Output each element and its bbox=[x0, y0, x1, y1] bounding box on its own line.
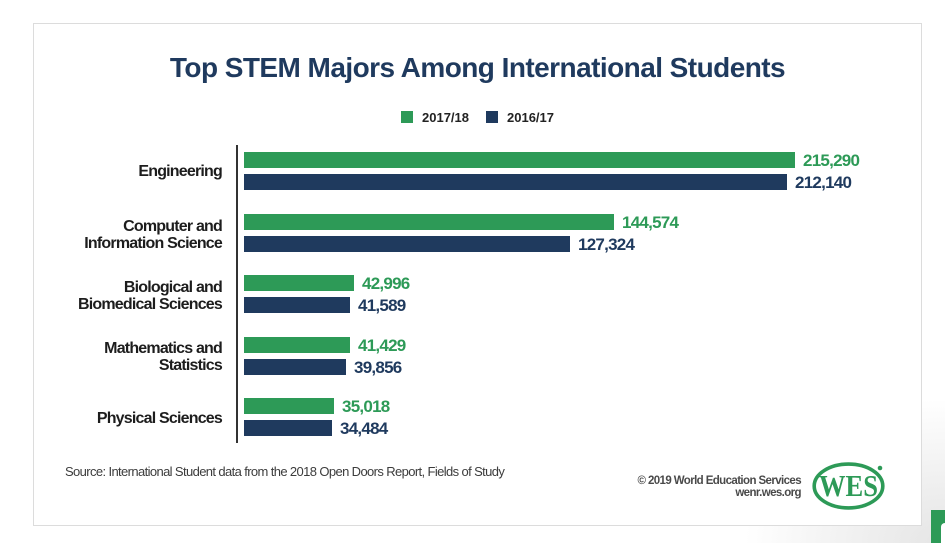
svg-text:WES: WES bbox=[819, 468, 878, 503]
